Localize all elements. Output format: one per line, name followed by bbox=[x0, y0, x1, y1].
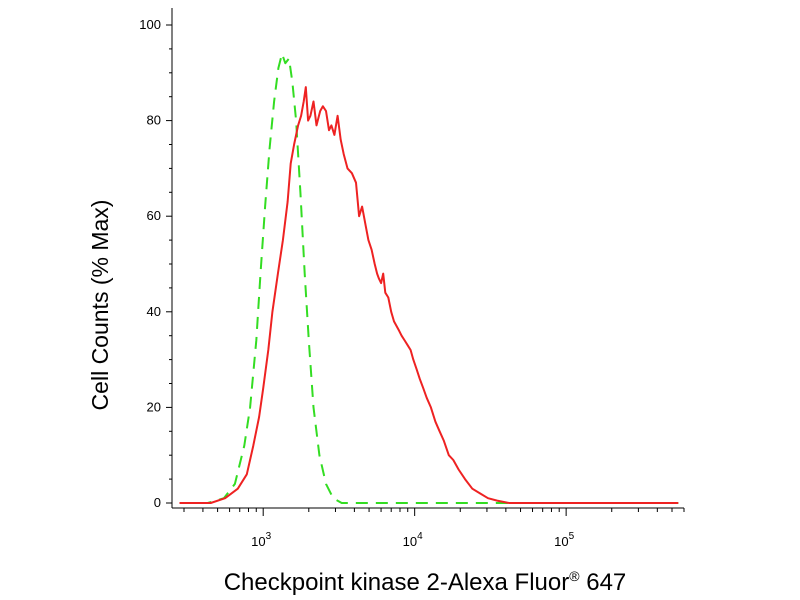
x-axis-title: Checkpoint kinase 2-Alexa Fluor® 647 bbox=[224, 568, 627, 596]
x-tick-label-4: 104 bbox=[403, 531, 423, 549]
series-line-1 bbox=[179, 52, 679, 504]
y-tick-label-40: 40 bbox=[147, 304, 161, 319]
y-tick-label-60: 60 bbox=[147, 208, 161, 223]
x-tick-label-5: 105 bbox=[554, 531, 574, 549]
x-axis-title-superscript: ® bbox=[569, 568, 580, 584]
x-tick-label-3: 103 bbox=[251, 531, 271, 549]
x-axis-title-suffix: 647 bbox=[580, 569, 627, 596]
y-tick-label-20: 20 bbox=[147, 399, 161, 414]
axes: 0 20 40 60 80 100 103 104 105 bbox=[139, 8, 685, 549]
plot-area bbox=[179, 52, 679, 504]
x-axis-title-main: Checkpoint kinase 2-Alexa Fluor bbox=[224, 569, 570, 596]
y-axis-title: Cell Counts (% Max) bbox=[87, 200, 113, 411]
y-tick-label-0: 0 bbox=[154, 495, 161, 510]
y-tick-label-80: 80 bbox=[147, 113, 161, 128]
series-line-2 bbox=[179, 86, 679, 504]
y-tick-label-100: 100 bbox=[139, 17, 161, 32]
